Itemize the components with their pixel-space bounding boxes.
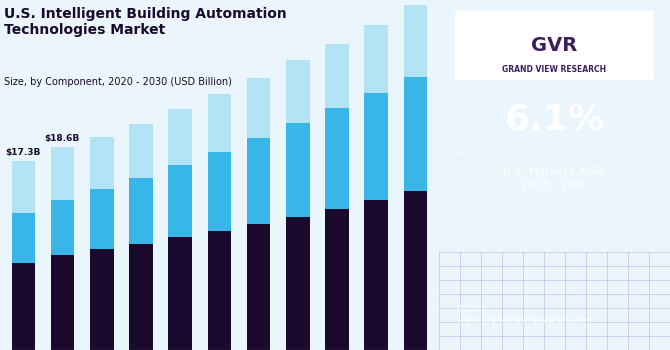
Bar: [208, 152, 231, 231]
Text: 6.1%: 6.1%: [505, 102, 604, 136]
Text: GRAND VIEW RESEARCH: GRAND VIEW RESEARCH: [502, 65, 606, 75]
Bar: [403, 77, 427, 191]
Bar: [325, 108, 348, 209]
Bar: [129, 178, 153, 244]
Bar: [12, 262, 36, 350]
Bar: [12, 213, 36, 262]
Bar: [364, 25, 388, 93]
Text: U.S. Intelligent Building Automation
Technologies Market: U.S. Intelligent Building Automation Tec…: [5, 7, 287, 37]
Bar: [247, 78, 271, 138]
Bar: [247, 224, 271, 350]
Bar: [247, 138, 271, 224]
Bar: [168, 165, 192, 237]
Bar: [208, 94, 231, 152]
Bar: [168, 237, 192, 350]
Bar: [168, 109, 192, 165]
Bar: [286, 217, 310, 350]
Bar: [208, 231, 231, 350]
Text: $18.6B: $18.6B: [44, 134, 80, 143]
Bar: [364, 200, 388, 350]
Text: Source:
www.grandviewresearch.com: Source: www.grandviewresearch.com: [458, 304, 590, 326]
Bar: [403, 6, 427, 77]
Bar: [364, 93, 388, 200]
Bar: [51, 200, 74, 255]
Bar: [403, 191, 427, 350]
Text: $17.3B: $17.3B: [5, 148, 40, 158]
Bar: [90, 137, 114, 189]
Text: GVR: GVR: [531, 36, 578, 55]
Bar: [12, 161, 36, 213]
Bar: [51, 255, 74, 350]
Bar: [90, 189, 114, 249]
Text: Size, by Component, 2020 - 2030 (USD Billion): Size, by Component, 2020 - 2030 (USD Bil…: [5, 77, 232, 87]
Bar: [286, 122, 310, 217]
Text: U.S. Market CAGR,
2023 - 2030: U.S. Market CAGR, 2023 - 2030: [503, 167, 606, 190]
Bar: [325, 209, 348, 350]
FancyBboxPatch shape: [455, 10, 654, 80]
Bar: [51, 147, 74, 200]
Bar: [129, 124, 153, 178]
Bar: [129, 244, 153, 350]
Bar: [286, 60, 310, 122]
Bar: [90, 249, 114, 350]
Bar: [325, 44, 348, 108]
